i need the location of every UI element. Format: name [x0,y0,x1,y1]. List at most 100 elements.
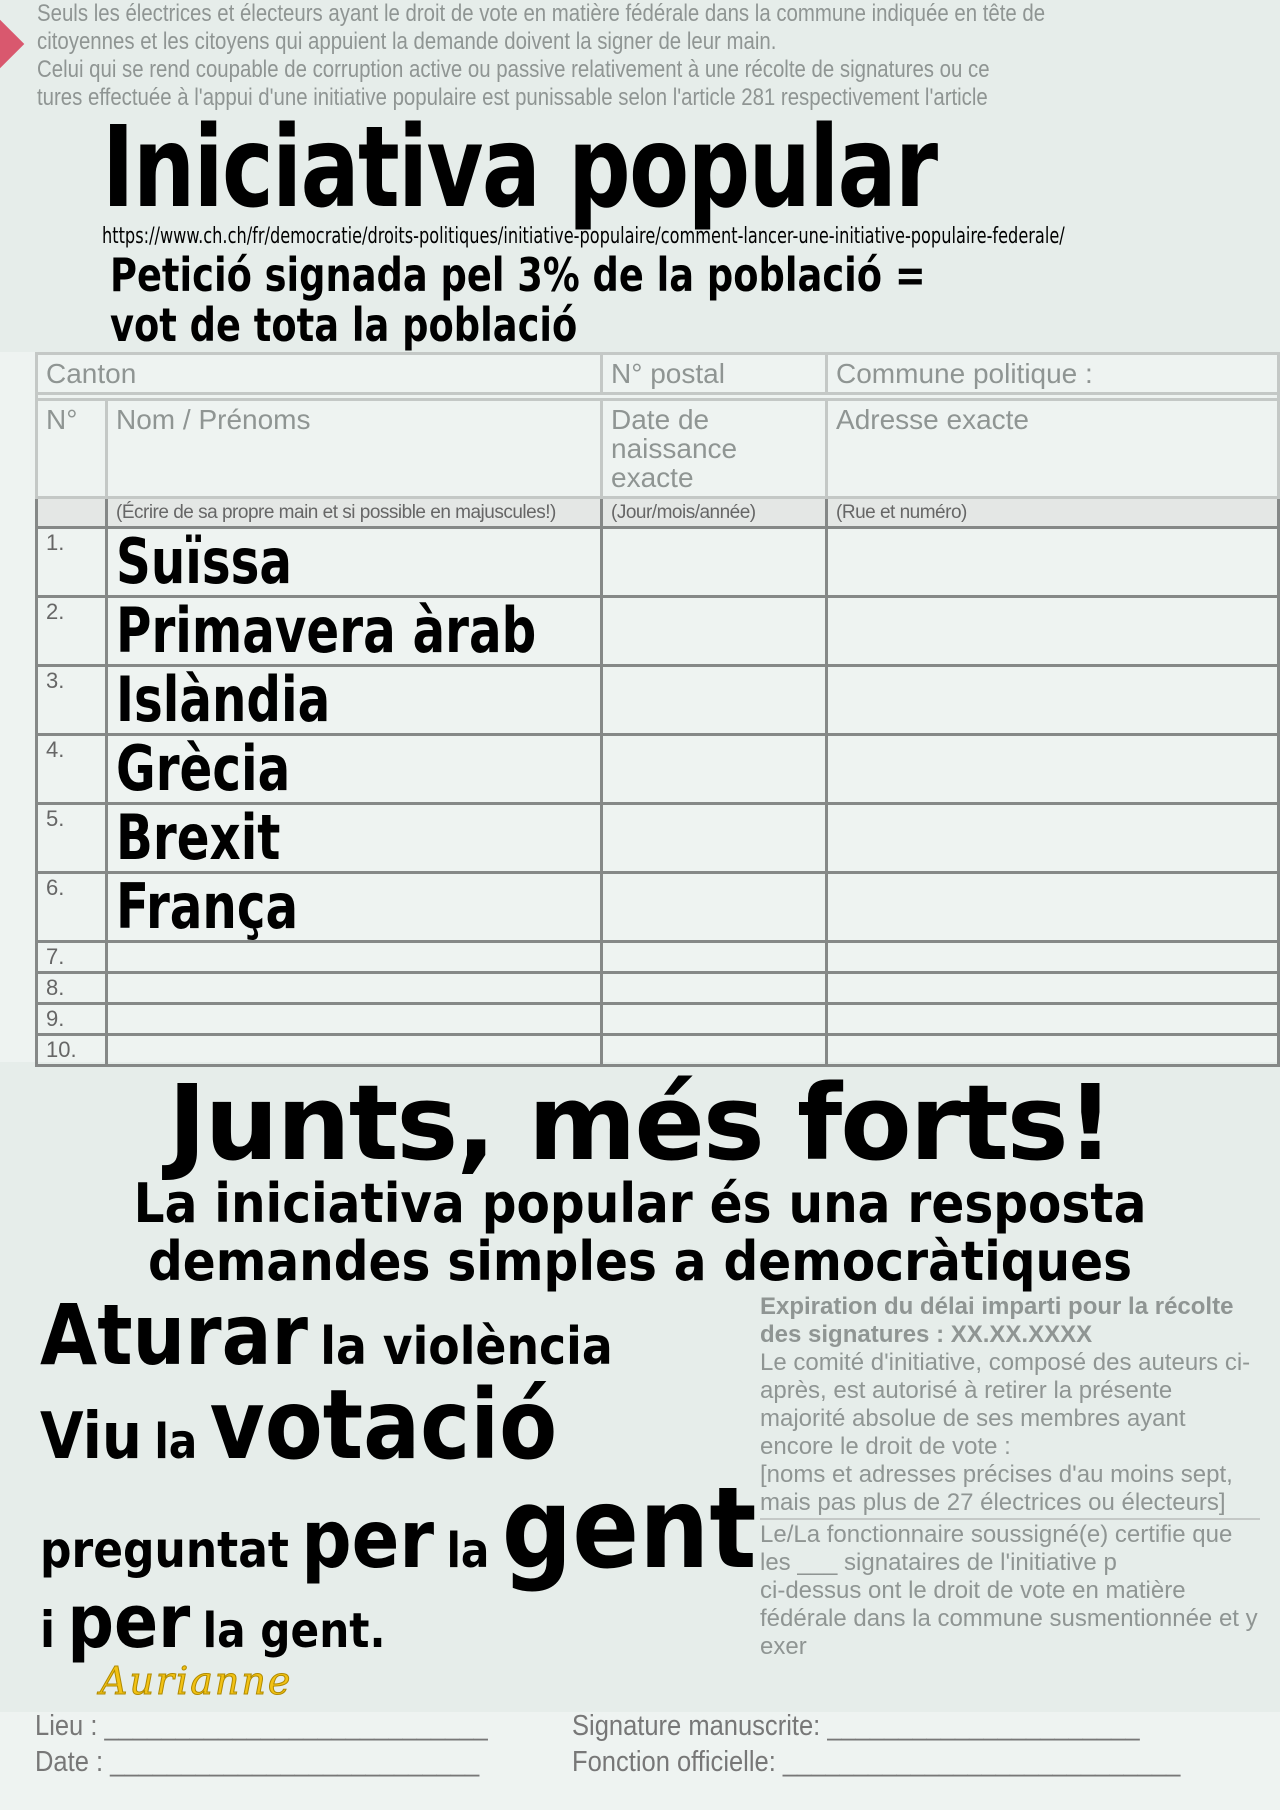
word: gent [501,1464,757,1594]
entry-cell[interactable]: Brexit [104,802,604,874]
row-number: 3. [35,664,108,736]
entry-cell[interactable] [825,526,1280,598]
country-entry: Primavera àrab [116,596,537,666]
overlay-band [0,0,1280,352]
message-line: preguntat per la gent [40,1473,756,1585]
row-number: 1. [35,526,108,598]
message-line: La iniciativa popular és una resposta [133,1172,1147,1235]
author-signature: Aurianne [100,1659,293,1704]
entry-cell[interactable] [600,1002,829,1036]
message-line: i per la gent. [40,1585,674,1659]
entry-cell[interactable]: Primavera àrab [104,595,604,667]
entry-cell[interactable] [825,1033,1280,1067]
table-row: 7. [35,940,1280,974]
signature-table: Canton N° postal Commune politique : N° … [34,352,1280,1067]
row-number: 10. [35,1033,108,1067]
entry-cell[interactable]: Suïssa [104,526,604,598]
row-number: 5. [35,802,108,874]
signature-row: Date : __________________________ Foncti… [0,1745,1280,1781]
fonction-field[interactable]: Fonction officielle: ___________________… [572,1746,1181,1778]
official-text: Le/La fonctionnaire soussigné(e) certifi… [760,1521,1233,1576]
entry-cell[interactable]: Grècia [104,733,604,805]
entry-cell[interactable] [600,971,829,1005]
canton-cell: Canton [34,352,604,395]
signature-field[interactable]: Signature manuscrite: __________________… [572,1710,1140,1742]
word: preguntat [40,1521,289,1579]
row-number: 7. [35,940,108,974]
entry-cell[interactable] [600,664,829,736]
official-text: ci-dessus ont le droit de vote en matièr… [760,1577,1258,1660]
intro-text: citoyennes et les citoyens qui appuient … [37,28,777,55]
entry-cell[interactable] [104,971,604,1005]
entry-cell[interactable] [825,871,1280,943]
date-field[interactable]: Date : __________________________ [35,1746,480,1778]
signature-row: Lieu : ___________________________ Signa… [0,1709,1280,1745]
subheader-blank [35,496,108,529]
message-line: demandes simples a democràtiques [147,1230,1133,1293]
entry-cell[interactable] [825,971,1280,1005]
source-url[interactable]: https://www.ch.ch/fr/democratie/droits-p… [102,224,1065,249]
word: Viu [40,1400,142,1474]
word: la [154,1414,198,1470]
subheader-name: (Écrire de sa propre main et si possible… [104,496,604,529]
word: i [40,1601,56,1659]
expiration-text: Expiration du délai imparti pour la réco… [760,1293,1234,1348]
country-entry: França [116,872,299,942]
word: per [67,1579,191,1665]
entry-cell[interactable] [600,940,829,974]
header-no: N° [35,398,108,499]
entry-cell[interactable]: Islàndia [104,664,604,736]
table-row: 5. Brexit [35,802,1280,874]
message-line: Viu la votació [40,1377,674,1473]
country-entry: Brexit [116,803,281,873]
table-row: 6. França [35,871,1280,943]
commune-cell: Commune politique : [825,352,1280,395]
word: votació [209,1369,558,1481]
lieu-field[interactable]: Lieu : ___________________________ [35,1710,488,1742]
row-number: 2. [35,595,108,667]
entry-cell[interactable] [600,802,829,874]
entry-cell[interactable] [825,595,1280,667]
message-line: Aturar la violència [40,1293,674,1377]
entry-cell[interactable] [600,526,829,598]
entry-cell[interactable] [600,595,829,667]
subtitle: Petició signada pel 3% de la població = [110,248,926,302]
entry-cell[interactable]: França [104,871,604,943]
word: la [446,1523,490,1579]
entry-cell[interactable] [825,940,1280,974]
entry-cell[interactable] [825,802,1280,874]
entry-cell[interactable] [104,940,604,974]
postal-cell: N° postal [600,352,829,395]
entry-cell[interactable] [600,1033,829,1067]
subheader-birth: (Jour/mois/année) [600,496,829,529]
table-row: 10. [35,1033,1280,1067]
table-row: 9. [35,1002,1280,1036]
row-number: 8. [35,971,108,1005]
message-columns: Aturar la violència Viu la votació pregunta… [0,1293,1280,1704]
names-note: [noms et adresses précises d'au moins se… [760,1461,1233,1516]
entry-cell[interactable] [600,871,829,943]
table-row: 4. Grècia [35,733,1280,805]
entry-cell[interactable] [600,733,829,805]
word: la violència [320,1317,613,1377]
blank-cell [35,392,1280,401]
table-row: 8. [35,971,1280,1005]
poster-title: Iniciativa popular [102,103,938,233]
country-entry: Islàndia [116,665,331,735]
form-notes: Expiration du délai imparti pour la réco… [760,1293,1260,1703]
committee-text: majorité absolue de ses membres ayant en… [760,1405,1186,1460]
entry-cell[interactable] [104,1002,604,1036]
row-number: 4. [35,733,108,805]
poster-lines: Aturar la violència Viu la votació pregunta… [0,1293,760,1704]
table-row: 2. Primavera àrab [35,595,1280,667]
entry-cell[interactable] [104,1033,604,1067]
country-entry: Grècia [116,734,291,804]
intro-text: Seuls les électrices et électeurs ayant … [37,0,1046,27]
entry-cell[interactable] [825,1002,1280,1036]
header-birth: Date de naissance exacte [600,398,829,499]
entry-cell[interactable] [825,664,1280,736]
overlay-band [0,1062,1280,1712]
row-number: 6. [35,871,108,943]
entry-cell[interactable] [825,733,1280,805]
